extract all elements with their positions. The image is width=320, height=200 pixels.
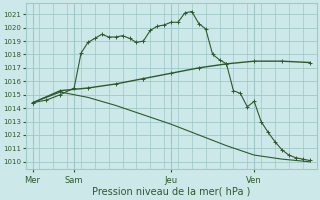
X-axis label: Pression niveau de la mer( hPa ): Pression niveau de la mer( hPa ) <box>92 187 250 197</box>
